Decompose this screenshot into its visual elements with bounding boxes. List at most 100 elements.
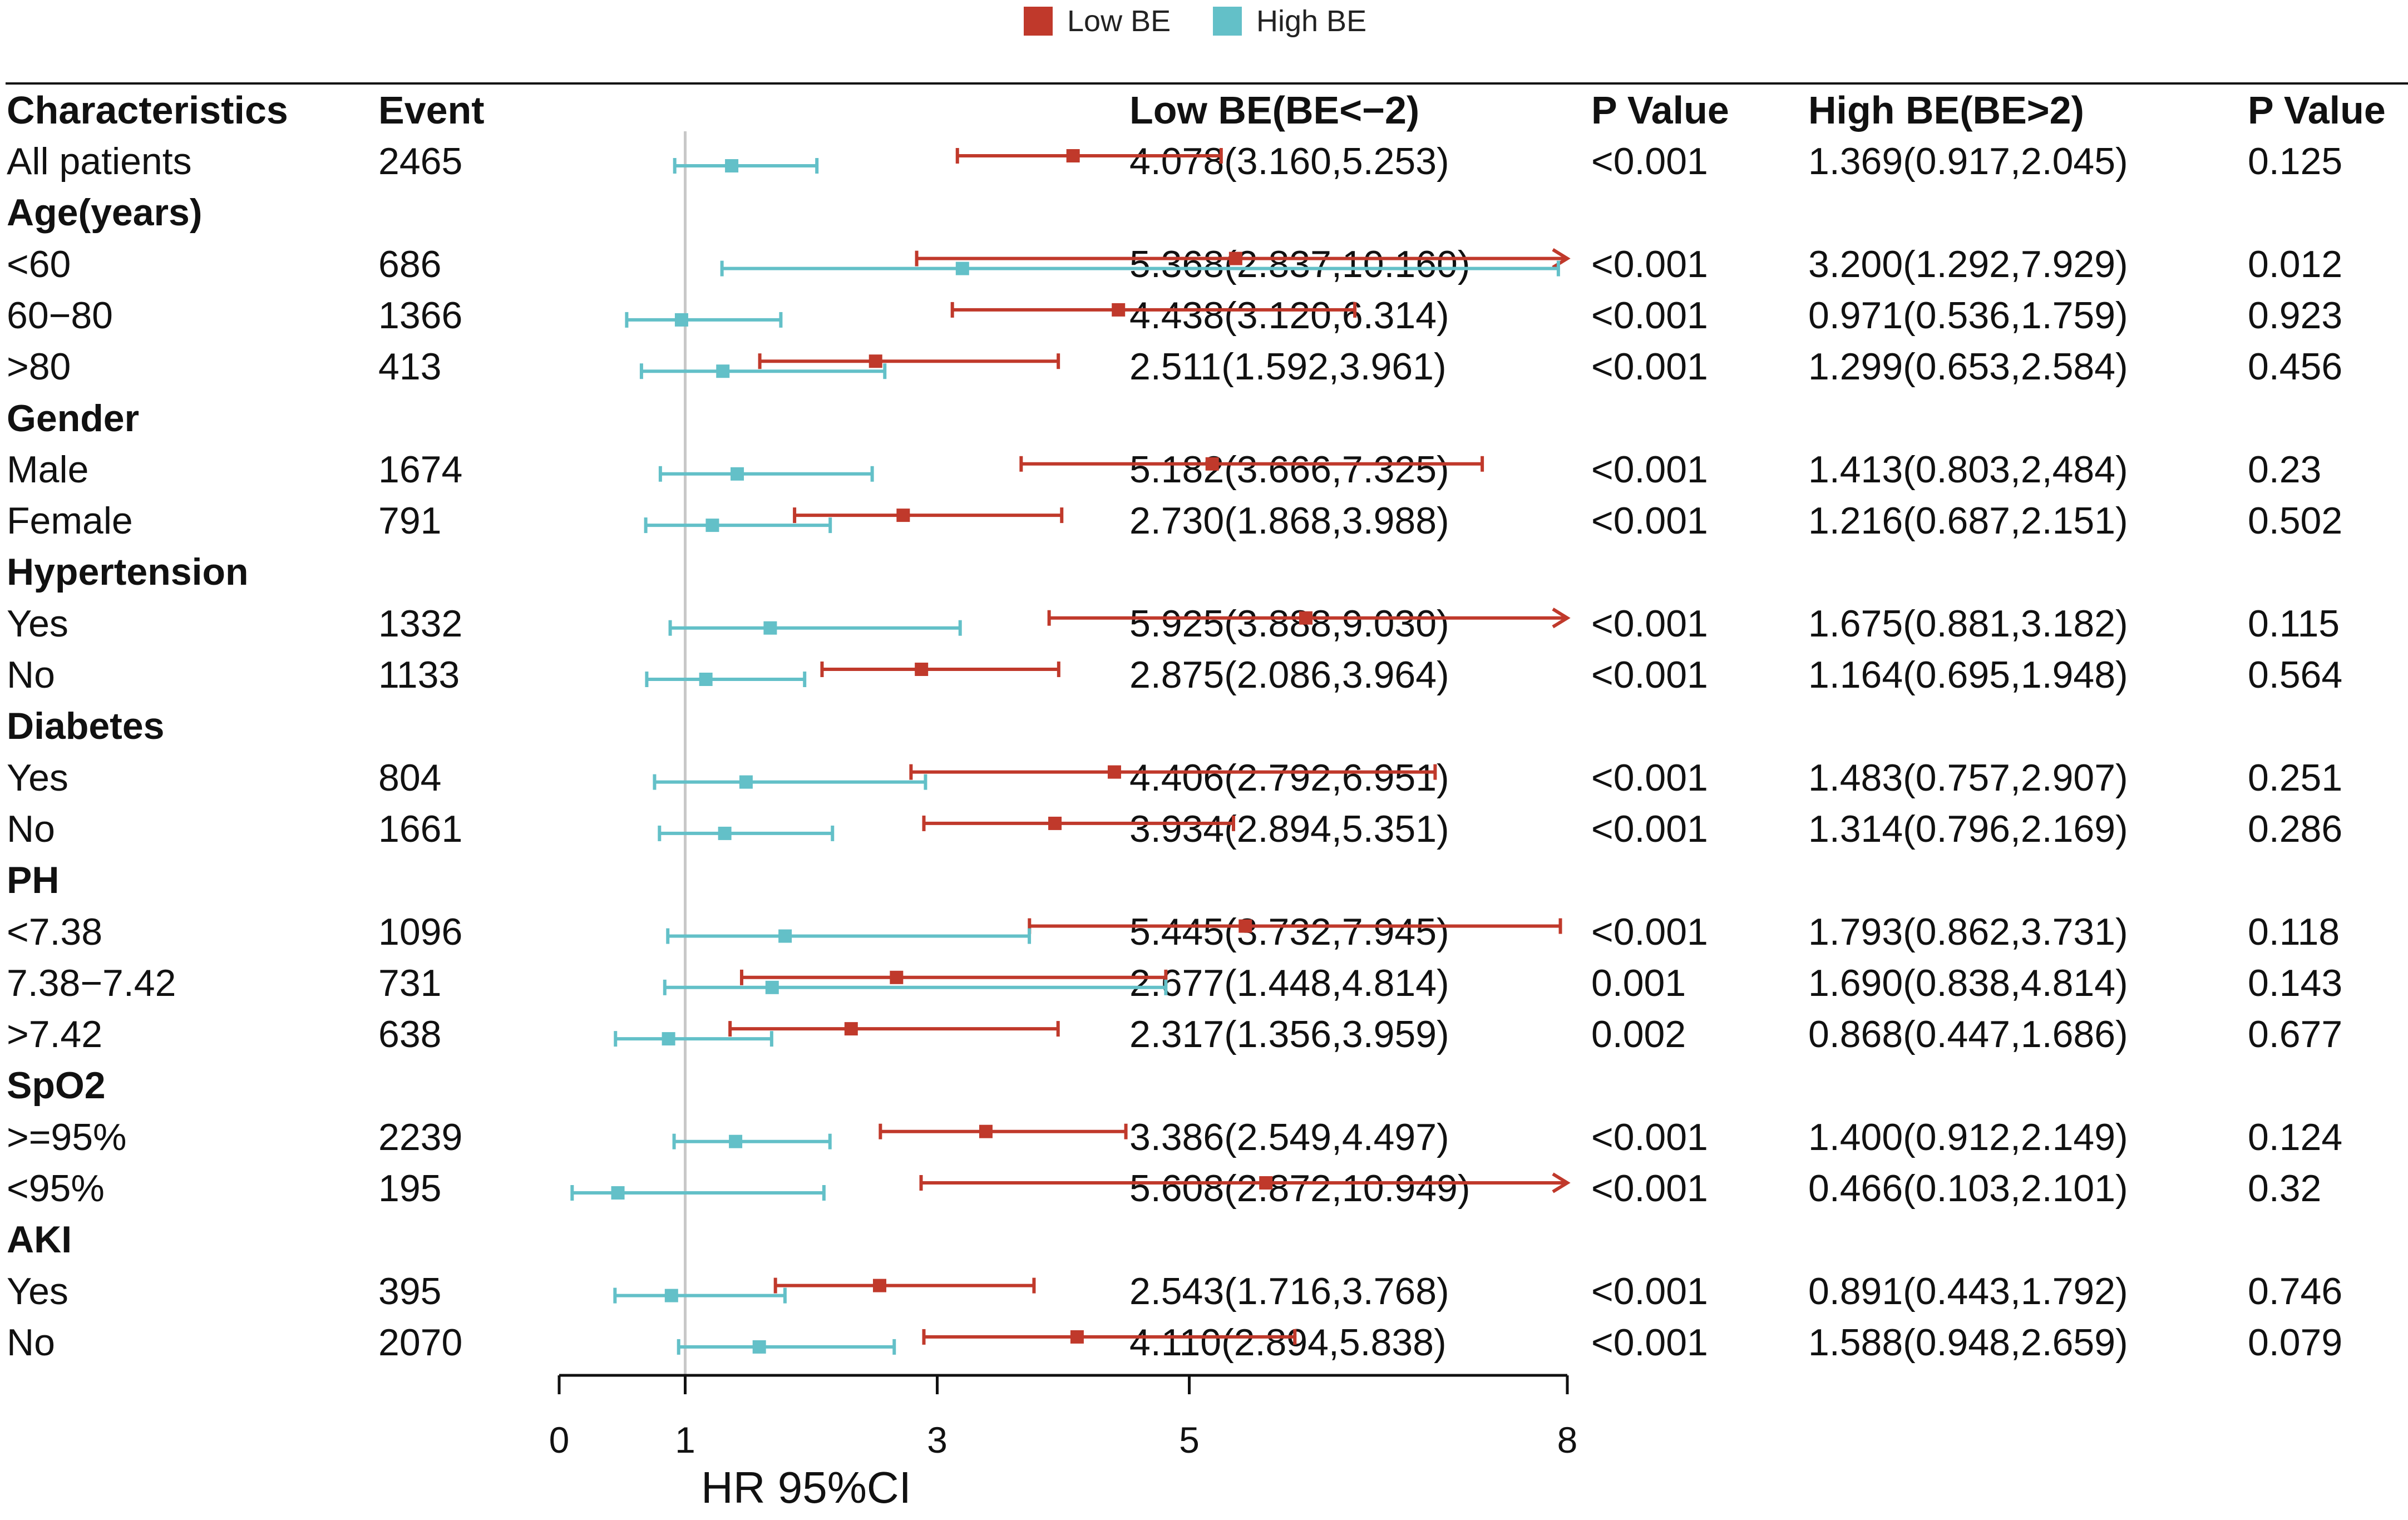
row-high-be-p-value: 0.923	[2248, 294, 2343, 337]
hr-point-low-be	[869, 354, 882, 368]
legend-item-low-be: Low BE	[1024, 4, 1171, 38]
row-label: <95%	[7, 1167, 105, 1210]
row-low-be-p-value: <0.001	[1591, 602, 1708, 645]
row-high-be-p-value: 0.079	[2248, 1321, 2343, 1364]
table-top-rule	[6, 82, 2408, 85]
row-label: <60	[7, 243, 71, 285]
hr-point-low-be	[844, 1022, 858, 1036]
row-low-be-hr: 2.730(1.868,3.988)	[1129, 500, 1449, 542]
row-low-be-p-value: <0.001	[1591, 294, 1708, 337]
row-event-count: 1096	[378, 910, 463, 953]
row-label: >7.42	[7, 1013, 103, 1056]
row-event-count: 2465	[378, 140, 463, 182]
row-high-be-p-value: 0.456	[2248, 346, 2343, 388]
row-event-count: 195	[378, 1167, 442, 1210]
row-event-count: 804	[378, 756, 442, 799]
row-high-be-p-value: 0.143	[2248, 961, 2343, 1004]
hr-point-high-be	[699, 673, 713, 686]
row-event-count: 1661	[378, 807, 463, 850]
row-high-be-p-value: 0.32	[2248, 1167, 2322, 1210]
hr-point-low-be	[1070, 1330, 1084, 1344]
hr-point-high-be	[731, 467, 744, 481]
row-high-be-hr: 3.200(1.292,7.929)	[1808, 243, 2128, 285]
row-event-count: 1332	[378, 602, 463, 645]
row-low-be-hr: 2.875(2.086,3.964)	[1129, 654, 1449, 696]
row-low-be-hr: 4.438(3.120,6.314)	[1129, 294, 1449, 337]
row-label: >80	[7, 346, 71, 388]
legend-item-high-be: High BE	[1213, 4, 1366, 38]
row-low-be-p-value: <0.001	[1591, 500, 1708, 542]
row-high-be-hr: 1.690(0.838,4.814)	[1808, 961, 2128, 1004]
group-label: AKI	[7, 1218, 72, 1261]
row-event-count: 686	[378, 243, 442, 285]
hr-point-high-be	[705, 519, 719, 532]
row-label: >=95%	[7, 1116, 127, 1158]
x-tick-label: 3	[927, 1419, 948, 1460]
row-label: No	[7, 807, 55, 850]
row-low-be-p-value: <0.001	[1591, 807, 1708, 850]
header-p-value-low: P Value	[1591, 88, 1729, 132]
row-high-be-p-value: 0.746	[2248, 1270, 2343, 1312]
row-high-be-p-value: 0.125	[2248, 140, 2343, 182]
group-label: SpO2	[7, 1064, 106, 1107]
row-low-be-hr: 2.543(1.716,3.768)	[1129, 1270, 1449, 1312]
row-high-be-p-value: 0.115	[2248, 602, 2340, 645]
hr-point-high-be	[955, 261, 969, 275]
header-high-be: High BE(BE>2)	[1808, 88, 2084, 132]
hr-point-low-be	[1238, 919, 1252, 933]
hr-point-low-be	[1107, 765, 1121, 779]
header-low-be: Low BE(BE<−2)	[1129, 88, 1420, 132]
row-label: No	[7, 654, 55, 696]
row-low-be-hr: 3.934(2.894,5.351)	[1129, 807, 1449, 850]
x-tick-label: 1	[675, 1419, 695, 1460]
row-high-be-p-value: 0.502	[2248, 500, 2343, 542]
row-event-count: 791	[378, 500, 442, 542]
row-low-be-hr: 5.445(3.732,7.945)	[1129, 910, 1449, 953]
row-label: 60−80	[7, 294, 113, 337]
row-event-count: 395	[378, 1270, 442, 1312]
row-label: Yes	[7, 1270, 68, 1312]
hr-point-low-be	[1259, 1176, 1273, 1190]
group-label: Age(years)	[7, 191, 203, 234]
row-low-be-hr: 4.110(2.894,5.838)	[1129, 1321, 1447, 1364]
hr-point-low-be	[1299, 611, 1313, 625]
row-low-be-p-value: 0.001	[1591, 961, 1686, 1004]
row-event-count: 1366	[378, 294, 463, 337]
row-low-be-p-value: <0.001	[1591, 1116, 1708, 1158]
group-label: PH	[7, 859, 60, 902]
ci-arrow-low-be	[1552, 1172, 1571, 1193]
hr-point-high-be	[725, 159, 739, 172]
row-high-be-hr: 0.868(0.447,1.686)	[1808, 1013, 2128, 1056]
row-high-be-p-value: 0.012	[2248, 243, 2343, 285]
row-high-be-hr: 1.314(0.796,2.169)	[1808, 807, 2128, 850]
legend-label-high-be: High BE	[1256, 4, 1367, 38]
row-low-be-hr: 4.078(3.160,5.253)	[1129, 140, 1449, 182]
hr-point-low-be	[1228, 251, 1242, 265]
row-high-be-hr: 1.413(0.803,2,484)	[1808, 448, 2128, 491]
row-high-be-hr: 1.164(0.695,1.948)	[1808, 654, 2128, 696]
hr-point-low-be	[1112, 303, 1126, 317]
row-low-be-p-value: <0.001	[1591, 1321, 1708, 1364]
row-low-be-p-value: <0.001	[1591, 910, 1708, 953]
hr-point-high-be	[718, 826, 732, 840]
row-high-be-hr: 1.483(0.757,2.907)	[1808, 756, 2128, 799]
row-event-count: 2239	[378, 1116, 463, 1158]
ci-arrow-low-be	[1552, 608, 1571, 629]
row-label: All patients	[7, 140, 192, 182]
hr-point-high-be	[674, 313, 688, 327]
row-low-be-hr: 5.925(3.888,9.030)	[1129, 602, 1449, 645]
row-low-be-hr: 5.182(3.666,7.325)	[1129, 448, 1449, 491]
row-low-be-p-value: <0.001	[1591, 654, 1708, 696]
header-characteristics: Characteristics	[7, 88, 288, 132]
header-event: Event	[378, 88, 485, 132]
row-event-count: 731	[378, 961, 442, 1004]
row-low-be-hr: 3.386(2.549,4.497)	[1129, 1116, 1449, 1158]
row-high-be-hr: 1.588(0.948,2.659)	[1808, 1321, 2128, 1364]
row-label: 7.38−7.42	[7, 961, 176, 1004]
row-low-be-p-value: <0.001	[1591, 756, 1708, 799]
hr-point-high-be	[739, 775, 753, 789]
row-low-be-hr: 5.608(2.872,10.949)	[1129, 1167, 1471, 1210]
row-high-be-p-value: 0.23	[2248, 448, 2322, 491]
row-label: Female	[7, 500, 133, 542]
legend-label-low-be: Low BE	[1067, 4, 1171, 38]
